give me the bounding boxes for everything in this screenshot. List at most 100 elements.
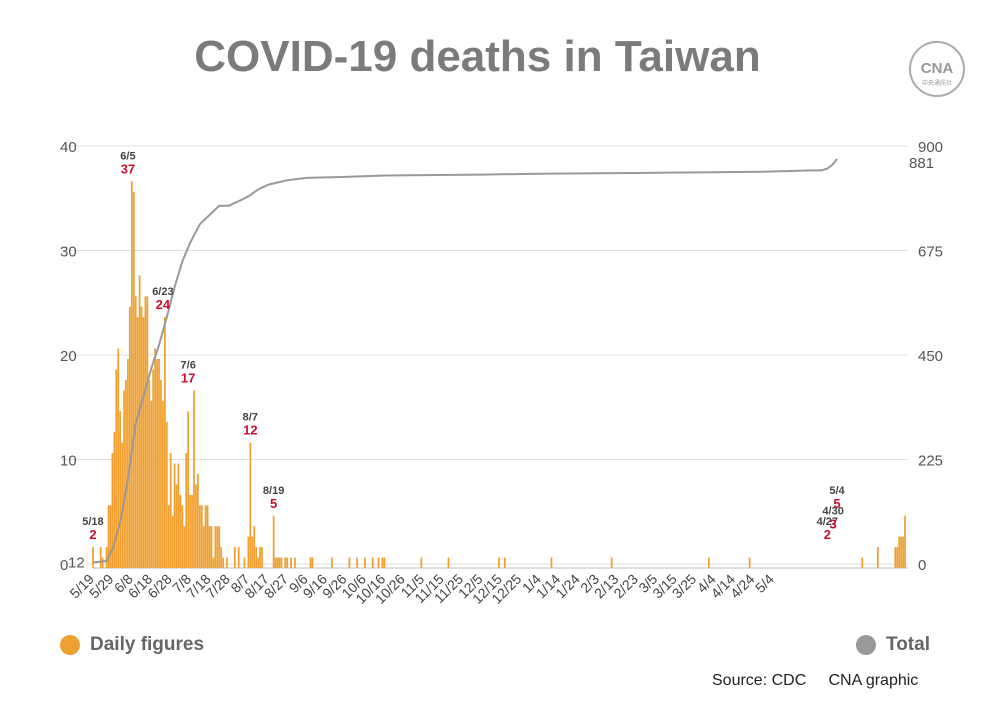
right-tick-label: 900 bbox=[918, 139, 943, 156]
daily-bar bbox=[183, 526, 186, 568]
daily-bar bbox=[152, 369, 155, 568]
daily-bar bbox=[193, 390, 195, 568]
x-tick-label: 5/4 bbox=[752, 571, 777, 596]
chart-title: COVID-19 deaths in Taiwan bbox=[194, 32, 761, 81]
daily-bar bbox=[290, 557, 293, 568]
daily-bar bbox=[142, 317, 145, 568]
daily-bar bbox=[894, 547, 897, 568]
daily-bar bbox=[272, 515, 275, 568]
daily-bar bbox=[144, 296, 147, 568]
daily-bar bbox=[309, 557, 312, 568]
daily-bar bbox=[294, 557, 296, 568]
left-tick-label: 10 bbox=[60, 453, 77, 470]
daily-bar bbox=[181, 505, 184, 568]
daily-bar bbox=[185, 453, 188, 568]
annotation-value: 3 bbox=[830, 517, 837, 532]
annotation-date: 5/4 bbox=[829, 485, 845, 497]
daily-bar bbox=[115, 369, 118, 568]
annotation-date: 6/23 bbox=[152, 286, 173, 298]
end-total-label: 881 bbox=[909, 155, 934, 172]
daily-bar bbox=[253, 526, 256, 568]
daily-bar bbox=[129, 306, 131, 568]
daily-bar bbox=[257, 557, 259, 568]
daily-bar bbox=[610, 557, 613, 568]
daily-bar bbox=[125, 379, 127, 568]
daily-bar bbox=[191, 494, 193, 568]
daily-bar bbox=[187, 411, 190, 568]
left-tick-label: 0 bbox=[60, 557, 68, 574]
daily-bar bbox=[165, 421, 168, 568]
legend-total-label: Total bbox=[886, 634, 930, 655]
daily-bar bbox=[130, 181, 133, 568]
daily-bar bbox=[249, 442, 252, 568]
daily-bar bbox=[134, 296, 137, 568]
daily-bar bbox=[197, 473, 199, 568]
legend-total: Total bbox=[856, 634, 930, 656]
daily-bar bbox=[876, 547, 879, 568]
x-axis-ticks: 5/195/296/86/186/287/87/187/288/78/178/2… bbox=[66, 571, 777, 607]
daily-bar bbox=[276, 557, 279, 568]
daily-bar bbox=[214, 526, 217, 568]
daily-bar bbox=[280, 557, 283, 568]
daily-bar bbox=[202, 526, 205, 568]
left-tick-label: 40 bbox=[60, 139, 77, 156]
daily-bar bbox=[216, 526, 219, 568]
daily-bar bbox=[274, 557, 277, 568]
right-tick-label: 225 bbox=[918, 453, 943, 470]
daily-bar bbox=[163, 317, 166, 568]
annotation-value: 5 bbox=[270, 496, 277, 511]
daily-bar bbox=[127, 359, 129, 568]
daily-bar bbox=[278, 557, 281, 568]
right-tick-label: 450 bbox=[918, 348, 943, 365]
daily-bar bbox=[284, 557, 287, 568]
daily-bar bbox=[237, 547, 240, 568]
daily-bar bbox=[503, 557, 506, 568]
daily-bar bbox=[226, 557, 228, 568]
daily-bar bbox=[208, 526, 211, 568]
daily-bar bbox=[861, 557, 864, 568]
daily-bar bbox=[198, 505, 201, 568]
annotation-value: 24 bbox=[156, 297, 171, 312]
daily-bar bbox=[123, 390, 125, 568]
daily-bar bbox=[348, 557, 351, 568]
logo-subtext: 中央通訊社 bbox=[922, 79, 952, 87]
daily-bar bbox=[136, 317, 139, 568]
daily-bar bbox=[160, 379, 162, 568]
right-tick-label: 0 bbox=[918, 557, 926, 574]
daily-bar bbox=[146, 296, 149, 568]
daily-bar bbox=[898, 536, 901, 568]
daily-bar bbox=[247, 536, 250, 568]
daily-bar bbox=[212, 557, 215, 568]
daily-legend-swatch bbox=[60, 635, 80, 655]
daily-bar bbox=[377, 557, 380, 568]
left-tick-label: 20 bbox=[60, 348, 77, 365]
daily-bar bbox=[222, 557, 225, 568]
daily-bar bbox=[121, 442, 123, 568]
left-axis-ticks: 0 10 20 30 40 bbox=[60, 139, 77, 574]
daily-bar bbox=[896, 547, 899, 568]
logo-text: CNA bbox=[921, 60, 954, 77]
annotation-date: 4/30 bbox=[822, 506, 843, 518]
right-axis-ticks: 0 225 450 675 900 bbox=[918, 139, 943, 574]
daily-bar bbox=[243, 557, 246, 568]
total-legend-swatch bbox=[856, 635, 876, 655]
daily-bar bbox=[259, 547, 261, 568]
total-line bbox=[92, 158, 838, 564]
annotation-date: 8/19 bbox=[263, 485, 284, 497]
daily-bar bbox=[113, 432, 116, 568]
annotation-value: 17 bbox=[181, 370, 195, 385]
daily-bar bbox=[364, 557, 366, 568]
source-credit: Source: CDC CNA graphic bbox=[712, 672, 918, 690]
daily-bar bbox=[175, 484, 178, 568]
right-tick-label: 675 bbox=[918, 244, 943, 261]
daily-bar bbox=[331, 557, 333, 568]
daily-bar bbox=[550, 557, 553, 568]
daily-bar bbox=[150, 400, 153, 568]
daily-bar bbox=[210, 526, 213, 568]
annotation-date: 4/27 bbox=[817, 516, 838, 528]
daily-bar bbox=[107, 505, 110, 568]
credit-text: CNA graphic bbox=[828, 672, 919, 689]
annotation-date: 5/18 bbox=[82, 516, 103, 528]
annotation-value: 5 bbox=[833, 496, 840, 511]
